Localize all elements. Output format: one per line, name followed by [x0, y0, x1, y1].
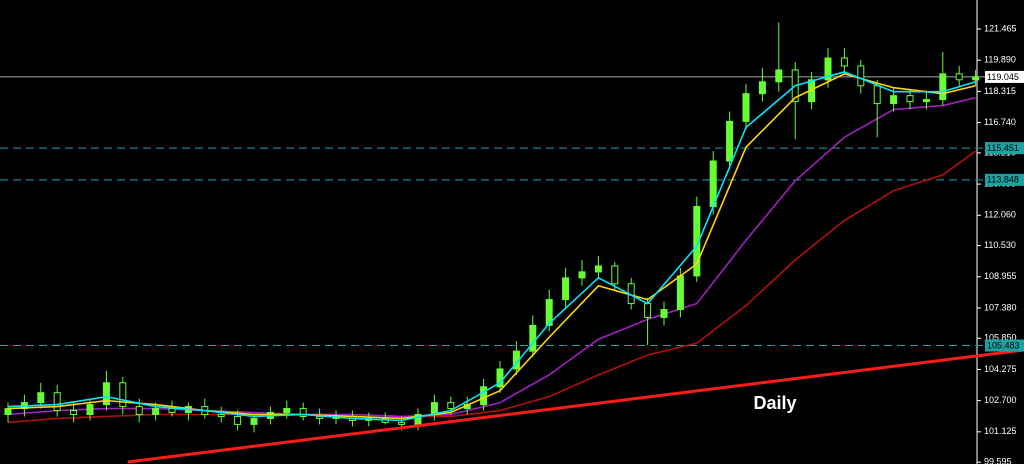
candle-body	[86, 404, 94, 415]
candle-body	[119, 382, 127, 408]
level-label: 115.451	[987, 143, 1019, 153]
y-tick-label: 118.315	[984, 86, 1016, 96]
candle-body	[250, 417, 258, 425]
candle-body	[758, 81, 766, 95]
candle-body	[70, 410, 78, 415]
y-tick-label: 104.275	[984, 364, 1017, 374]
y-tick-label: 105.850	[984, 333, 1017, 343]
candle-body	[545, 299, 553, 326]
candle-body	[922, 99, 930, 103]
moving-average	[7, 96, 976, 418]
candle-body	[824, 57, 832, 81]
y-tick-label: 119.890	[984, 55, 1016, 65]
y-tick-label: 102.700	[984, 395, 1017, 405]
candle-body	[840, 57, 848, 67]
candle-body	[480, 386, 488, 406]
level-label-box	[985, 142, 1024, 155]
moving-average	[7, 71, 976, 422]
candle-body	[939, 73, 947, 101]
candle-body	[644, 303, 652, 318]
y-tick-label: 108.955	[984, 271, 1017, 281]
candle-body	[693, 206, 701, 277]
candle-body	[447, 402, 455, 410]
y-tick-label: 110.530	[984, 240, 1016, 250]
candle-body	[857, 65, 865, 87]
annotation: Daily	[753, 393, 796, 413]
candle-body	[972, 76, 980, 81]
candle-body	[890, 95, 898, 105]
candle-body	[726, 120, 734, 162]
candle-body	[529, 324, 537, 352]
moving-average	[7, 150, 977, 424]
candle-body	[168, 408, 176, 414]
candle-body	[152, 408, 160, 415]
candle-body	[398, 421, 406, 425]
level-label-box	[985, 339, 1024, 352]
level-label-box	[985, 70, 1024, 83]
y-tick-label: 121.465	[984, 23, 1017, 33]
candle-body	[496, 368, 504, 388]
level-label-box	[985, 173, 1024, 186]
y-tick-label: 99.595	[984, 456, 1012, 464]
candle-body	[742, 93, 750, 122]
candle-body	[676, 275, 684, 311]
candle-body	[102, 382, 110, 406]
level-label: 113.848	[987, 175, 1019, 185]
plot-area	[0, 22, 1024, 464]
candle-body	[217, 413, 225, 417]
candle-body	[611, 265, 619, 285]
candle-body	[578, 271, 586, 279]
candle-body	[37, 392, 45, 404]
level-label: 105.483	[987, 340, 1020, 350]
y-tick-label: 101.125	[984, 426, 1017, 436]
candle-body	[562, 277, 570, 301]
candle-body	[234, 415, 242, 425]
candle-body	[135, 406, 143, 415]
y-tick-label: 112.060	[984, 210, 1016, 220]
level-label: 119.045	[987, 72, 1019, 82]
candle-body	[775, 69, 783, 83]
y-tick-label: 116.740	[984, 117, 1016, 127]
candle-body	[283, 408, 291, 414]
candle-body	[955, 73, 963, 81]
candle-body	[906, 95, 914, 103]
candle-body	[4, 408, 12, 415]
y-tick-label: 107.380	[984, 302, 1017, 312]
candle-body	[53, 392, 61, 412]
candle-body	[299, 408, 307, 417]
moving-average	[7, 73, 976, 420]
candle-body	[660, 309, 668, 318]
candle-body	[594, 265, 602, 273]
trend-line	[127, 348, 1024, 464]
candle-body	[873, 85, 881, 105]
